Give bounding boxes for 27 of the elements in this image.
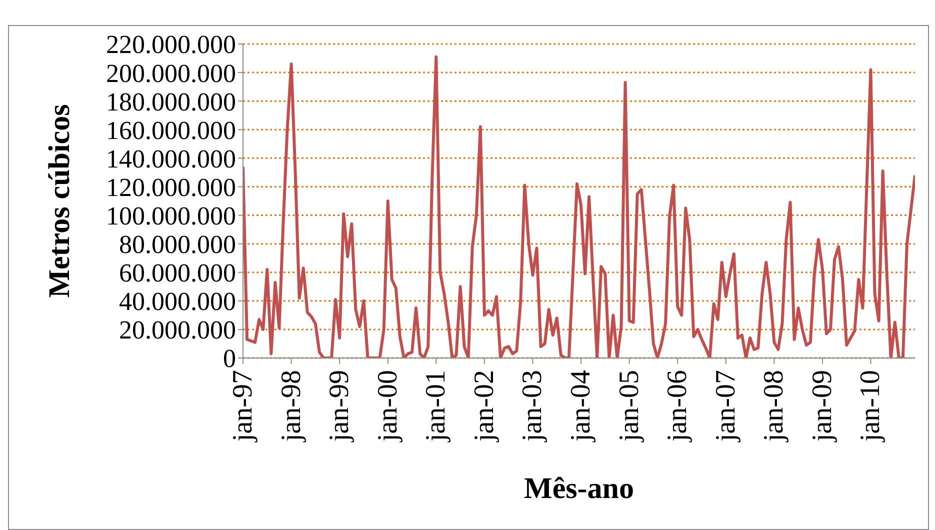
y-tick-label: 120.000.000 (106, 172, 236, 202)
y-tick-label: 80.000.000 (119, 230, 236, 260)
y-tick-label: 180.000.000 (106, 87, 236, 116)
x-tick-label: jan-97 (228, 370, 258, 443)
x-tick-label: jan-03 (517, 370, 548, 443)
x-tick-label: jan-00 (372, 370, 404, 443)
x-tick-label: jan-09 (806, 370, 838, 443)
x-tick-label: jan-08 (758, 370, 790, 443)
y-tick-label: 160.000.000 (106, 116, 236, 145)
x-tick-label: jan-10 (855, 370, 886, 443)
x-tick-label: jan-02 (468, 370, 500, 443)
x-tick-label: jan-07 (710, 370, 742, 443)
y-axis-title: Metros cúbicos (43, 104, 76, 298)
x-tick-label: jan-01 (420, 370, 452, 443)
x-tick-label: jan-99 (324, 370, 356, 443)
x-axis-title: Mês-ano (524, 472, 634, 505)
y-tick-label: 60.000.000 (119, 258, 236, 288)
y-tick-label: 40.000.000 (119, 287, 236, 316)
x-tick-label: jan-98 (276, 370, 307, 443)
y-tick-label: 200.000.000 (106, 58, 236, 88)
x-tick-label: jan-04 (566, 370, 597, 443)
x-tick-label: jan-06 (662, 370, 694, 443)
y-tick-label: 100.000.000 (106, 202, 236, 231)
x-tick-label: jan-05 (614, 370, 645, 443)
y-tick-label: 20.000.000 (119, 316, 236, 345)
y-tick-label: 220.000.000 (106, 30, 236, 60)
y-tick-label: 140.000.000 (106, 144, 236, 174)
